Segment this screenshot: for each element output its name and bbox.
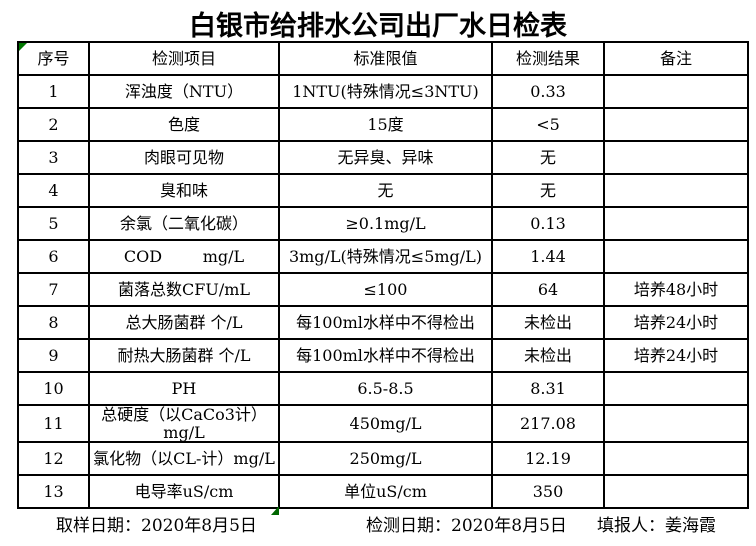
cell-item: PH: [88, 371, 280, 406]
sampling-date-label: 取样日期：2020年8月5日: [56, 516, 257, 536]
table-row: 4 臭和味 无 无: [17, 173, 749, 208]
cell-no: 13: [17, 474, 90, 510]
cell-no: 8: [17, 305, 90, 340]
cell-result: 1.44: [491, 239, 605, 274]
header-cell-no: 序号: [17, 41, 90, 76]
cell-result: 8.31: [491, 371, 605, 406]
cell-note: 培养24小时: [603, 305, 749, 340]
cell-item: 电导率uS/cm: [88, 474, 280, 510]
cell-result: 无: [491, 140, 605, 175]
cell-note: 培养48小时: [603, 272, 749, 307]
cell-item: 色度: [88, 107, 280, 142]
cell-item: 耐热大肠菌群 个/L: [88, 338, 280, 373]
testing-date-label: 检测日期：2020年8月5日: [366, 516, 567, 536]
table-row: 13 电导率uS/cm 单位uS/cm 350: [17, 474, 749, 510]
table-row: 11 总硬度（以CaCo3计）mg/L 450mg/L 217.08: [17, 403, 749, 444]
cell-note: [603, 441, 749, 477]
cell-note: [603, 239, 749, 274]
cell-result: 12.19: [491, 441, 605, 477]
cell-no: 2: [17, 107, 90, 142]
cell-no: 11: [17, 403, 90, 444]
cell-limit: 每100ml水样中不得检出: [278, 305, 493, 340]
cell-no: 1: [17, 74, 90, 109]
cell-result: 350: [491, 474, 605, 510]
cell-limit: ≥0.1mg/L: [278, 206, 493, 241]
cell-note: [603, 403, 749, 444]
cell-note: [603, 474, 749, 510]
header-row: 序号 检测项目 标准限值 检测结果 备注: [17, 41, 749, 76]
table-row: 8 总大肠菌群 个/L 每100ml水样中不得检出 未检出 培养24小时: [17, 305, 749, 340]
cell-no: 7: [17, 272, 90, 307]
footer: 取样日期：2020年8月5日 检测日期：2020年8月5日 填报人：姜海霞: [0, 511, 756, 536]
reporter-label: 填报人：姜海霞: [597, 516, 716, 536]
cell-no: 6: [17, 239, 90, 274]
cell-limit: 单位uS/cm: [278, 474, 493, 510]
excel-marker-triangle-icon: [271, 506, 279, 515]
cell-item: 总大肠菌群 个/L: [88, 305, 280, 340]
cell-note: [603, 140, 749, 175]
cell-item: 肉眼可见物: [88, 140, 280, 175]
cell-note: [603, 371, 749, 406]
cell-result: <5: [491, 107, 605, 142]
cell-item: 菌落总数CFU/mL: [88, 272, 280, 307]
cell-limit: 3mg/L(特殊情况≤5mg/L): [278, 239, 493, 274]
cell-no: 9: [17, 338, 90, 373]
cell-note: [603, 206, 749, 241]
cell-no: 10: [17, 371, 90, 406]
inspection-table: 序号 检测项目 标准限值 检测结果 备注 1 浑浊度（NTU） 1NTU(特殊情…: [17, 41, 749, 510]
header-cell-result: 检测结果: [491, 41, 605, 76]
cell-item: 氯化物（以CL-计）mg/L: [88, 441, 280, 477]
cell-note: [603, 74, 749, 109]
cell-limit: ≤100: [278, 272, 493, 307]
cell-limit: 每100ml水样中不得检出: [278, 338, 493, 373]
cell-no: 3: [17, 140, 90, 175]
cell-limit: 450mg/L: [278, 403, 493, 444]
table-row: 10 PH 6.5-8.5 8.31: [17, 371, 749, 406]
cell-item: 浑浊度（NTU）: [88, 74, 280, 109]
table-row: 2 色度 15度 <5: [17, 107, 749, 142]
cell-limit: 6.5-8.5: [278, 371, 493, 406]
table-row: 12 氯化物（以CL-计）mg/L 250mg/L 12.19: [17, 441, 749, 477]
cell-item: 余氯（二氧化碳）: [88, 206, 280, 241]
cell-note: [603, 173, 749, 208]
table-row: 6 COD mg/L 3mg/L(特殊情况≤5mg/L) 1.44: [17, 239, 749, 274]
cell-result: 217.08: [491, 403, 605, 444]
cell-limit: 250mg/L: [278, 441, 493, 477]
header-cell-note: 备注: [603, 41, 749, 76]
cell-result: 0.13: [491, 206, 605, 241]
cell-result: 64: [491, 272, 605, 307]
table-row: 9 耐热大肠菌群 个/L 每100ml水样中不得检出 未检出 培养24小时: [17, 338, 749, 373]
cell-item: 总硬度（以CaCo3计）mg/L: [88, 403, 280, 444]
cell-no: 4: [17, 173, 90, 208]
table-row: 5 余氯（二氧化碳） ≥0.1mg/L 0.13: [17, 206, 749, 241]
cell-note: [603, 107, 749, 142]
cell-result: 未检出: [491, 305, 605, 340]
cell-item: 臭和味: [88, 173, 280, 208]
table-row: 3 肉眼可见物 无异臭、异味 无: [17, 140, 749, 175]
header-cell-item: 检测项目: [88, 41, 280, 76]
cell-item: COD mg/L: [88, 239, 280, 274]
cell-note: 培养24小时: [603, 338, 749, 373]
page-title: 白银市给排水公司出厂水日检表: [189, 11, 567, 42]
excel-error-triangle-icon: [19, 43, 27, 51]
cell-result: 0.33: [491, 74, 605, 109]
cell-limit: 无异臭、异味: [278, 140, 493, 175]
cell-limit: 1NTU(特殊情况≤3NTU): [278, 74, 493, 109]
cell-result: 未检出: [491, 338, 605, 373]
cell-result: 无: [491, 173, 605, 208]
cell-no: 12: [17, 441, 90, 477]
cell-limit: 15度: [278, 107, 493, 142]
header-cell-limit: 标准限值: [278, 41, 493, 76]
table-row: 7 菌落总数CFU/mL ≤100 64 培养48小时: [17, 272, 749, 307]
cell-limit: 无: [278, 173, 493, 208]
cell-no: 5: [17, 206, 90, 241]
table-row: 1 浑浊度（NTU） 1NTU(特殊情况≤3NTU) 0.33: [17, 74, 749, 109]
